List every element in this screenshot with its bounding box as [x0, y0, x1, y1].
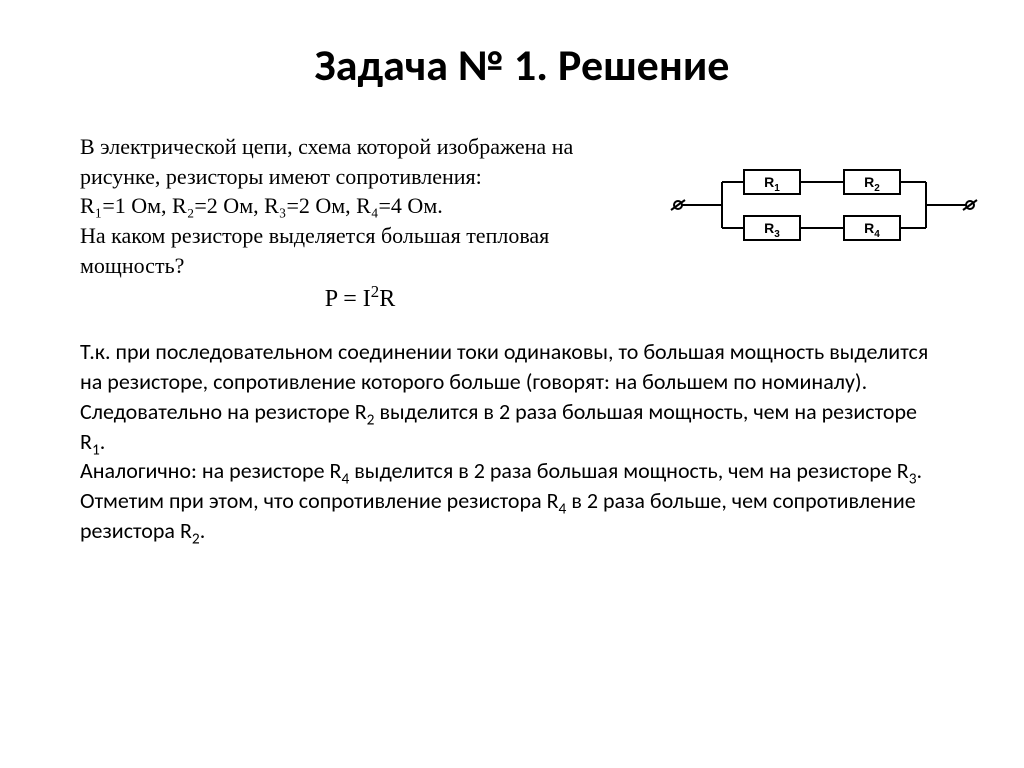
formula-base: I — [363, 286, 371, 312]
problem-values: R₁=1 Ом, R₂=2 Ом, R₃=2 Ом, R₄=4 Ом. — [80, 193, 443, 218]
formula-tail: R — [379, 286, 395, 312]
formula-lhs: P — [325, 286, 337, 312]
solution-p3: Аналогично: на резисторе R4 выделится в … — [80, 456, 930, 486]
formula: P = I2R — [80, 286, 640, 313]
solution-p1: Т.к. при последовательном соединении ток… — [80, 337, 930, 396]
slide: Задача № 1. Решение В электрической цепи… — [0, 0, 1024, 768]
problem-question: На каком резисторе выделяется большая те… — [80, 223, 549, 278]
solution-p4: Отметим при этом, что сопротивление рези… — [80, 486, 930, 545]
solution-text: Т.к. при последовательном соединении ток… — [80, 337, 930, 545]
circuit-diagram: R1R2R3R4 — [664, 150, 984, 270]
problem-text: В электрической цепи, схема которой изоб… — [80, 132, 640, 280]
problem-line1: В электрической цепи, схема которой изоб… — [80, 134, 573, 189]
formula-eq: = — [343, 286, 363, 312]
formula-exp: 2 — [371, 282, 379, 301]
solution-p2: Следовательно на резисторе R2 выделится … — [80, 397, 930, 456]
slide-title: Задача № 1. Решение — [80, 38, 964, 92]
